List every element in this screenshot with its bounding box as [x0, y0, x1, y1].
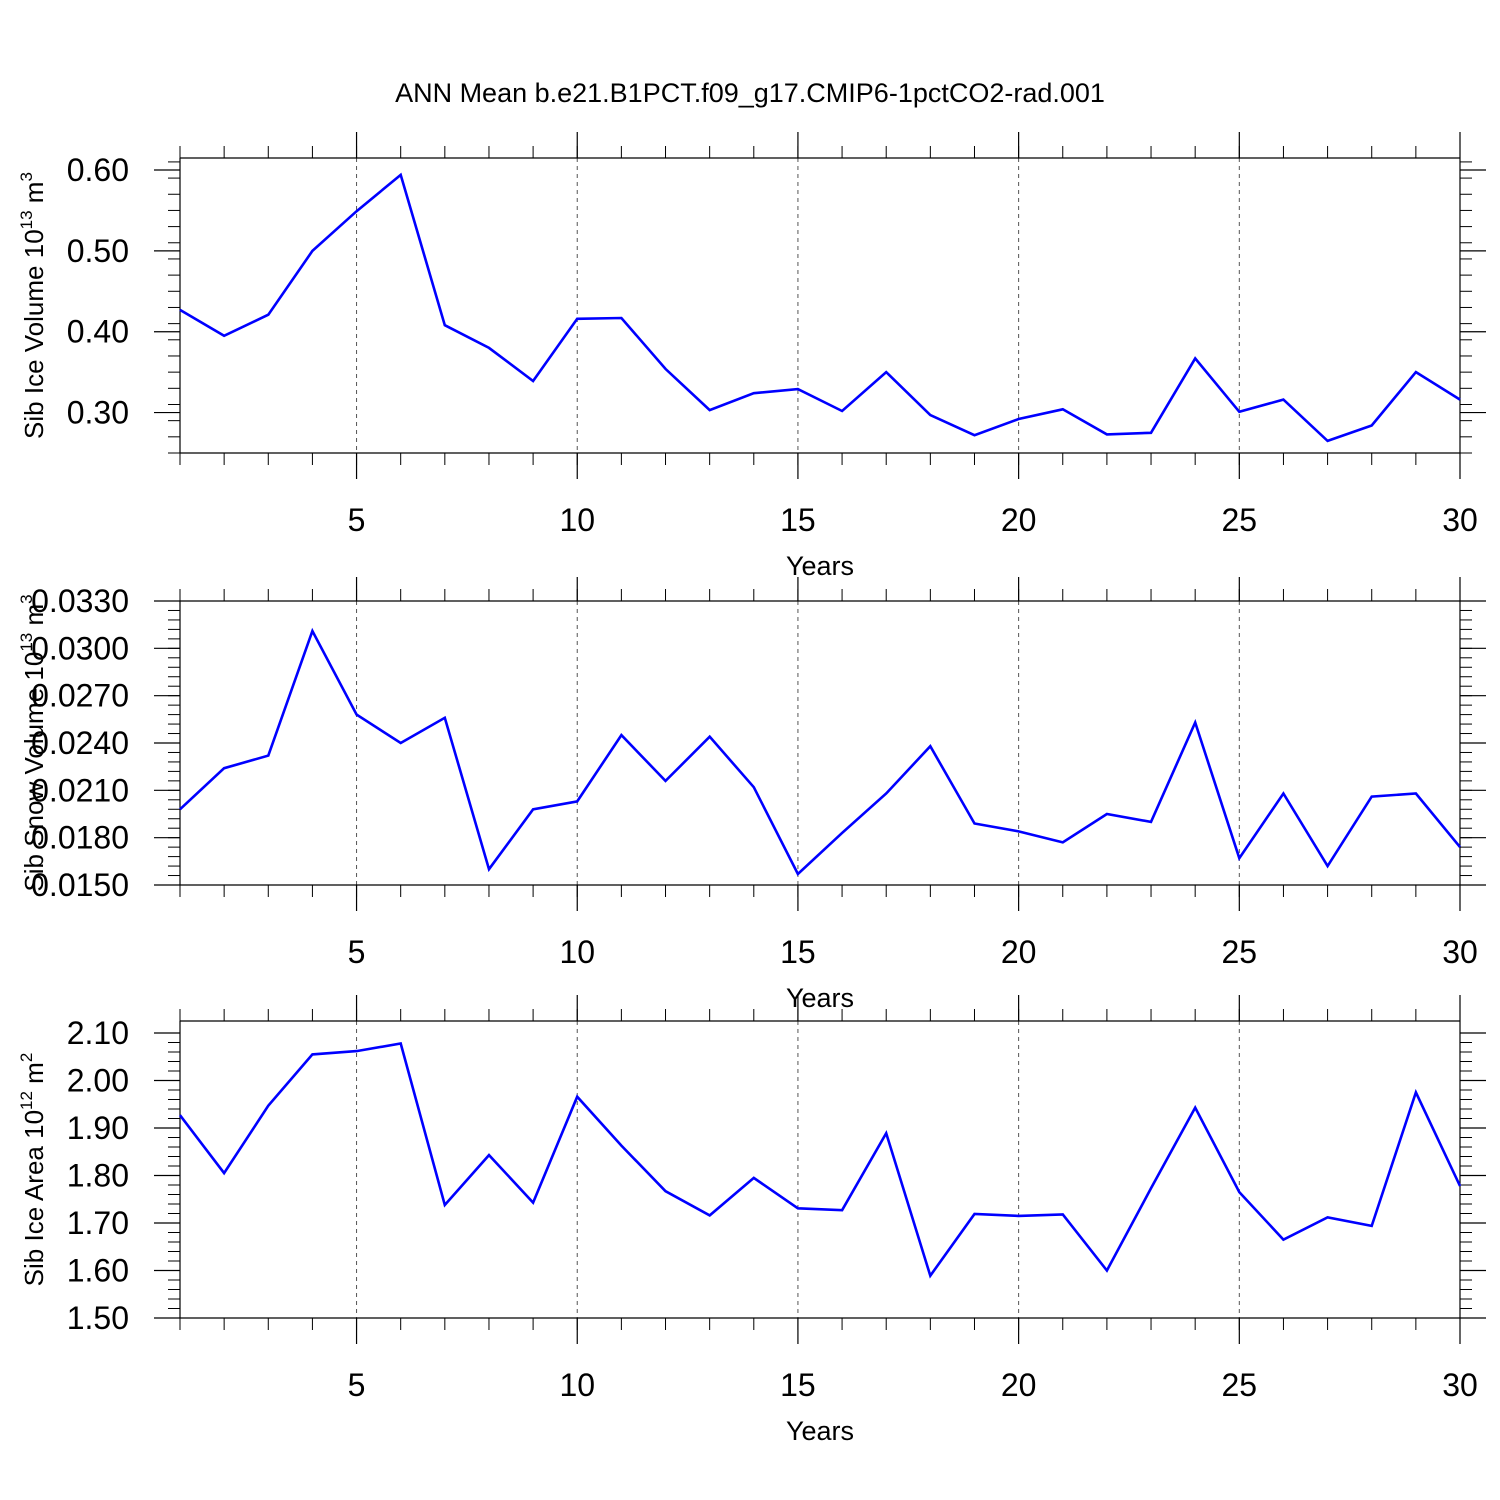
y-tick-label: 2.10 — [67, 1015, 129, 1051]
x-tick-label: 10 — [559, 1367, 595, 1403]
x-tick-label: 5 — [348, 1367, 366, 1403]
y-axis-unit-suffix-exponent: 3 — [17, 594, 36, 603]
y-axis-unit-exponent: 13 — [17, 633, 36, 652]
y-tick-label: 1.60 — [67, 1253, 129, 1289]
y-axis-unit-suffix-exponent: 2 — [17, 1053, 36, 1062]
y-axis-unit-suffix: m — [19, 604, 49, 633]
y-axis-label-text: Sib Ice Volume — [19, 266, 49, 439]
y-axis-unit-exponent: 12 — [17, 1091, 36, 1110]
y-axis-unit-base: 10 — [19, 652, 49, 681]
series-line — [178, 1042, 1462, 1279]
y-axis-unit-exponent: 13 — [17, 210, 36, 229]
y-axis-unit-suffix-exponent: 3 — [17, 172, 36, 181]
y-tick-label: 0.40 — [67, 314, 129, 350]
y-tick-label: 0.0330 — [31, 583, 129, 619]
y-tick-label: 0.0150 — [31, 867, 129, 903]
y-tick-label: 0.30 — [67, 395, 129, 431]
series-line — [179, 172, 1461, 443]
series-line — [179, 627, 1462, 877]
y-tick-label: 1.90 — [67, 1110, 129, 1146]
y-tick-label: 0.0270 — [31, 678, 129, 714]
y-axis-unit-base: 10 — [19, 229, 49, 258]
y-axis-unit-suffix: m — [19, 1062, 49, 1091]
y-tick-label: 0.0300 — [31, 630, 129, 666]
y-tick-label: 0.60 — [67, 152, 129, 188]
x-tick-label: 25 — [1222, 502, 1258, 538]
x-axis-label: Years — [786, 1416, 854, 1446]
y-tick-label: 0.0210 — [31, 772, 129, 808]
y-axis-label-text: Sib Snow Volume — [19, 688, 49, 892]
x-axis-label: Years — [786, 551, 854, 581]
x-tick-label: 30 — [1442, 502, 1478, 538]
x-tick-label: 15 — [780, 502, 816, 538]
figure-title: ANN Mean b.e21.B1PCT.f09_g17.CMIP6-1pctC… — [395, 78, 1105, 108]
x-tick-label: 25 — [1222, 1367, 1258, 1403]
x-axis-label: Years — [786, 983, 854, 1013]
panel-ice-volume: 5 10 15 20 25 30 Years 0.30 0.40 0.50 0.60 Sib Ice … — [17, 132, 1486, 581]
x-tick-label: 20 — [1001, 502, 1037, 538]
y-tick-label: 1.70 — [67, 1205, 129, 1241]
y-axis-label-space — [19, 1139, 49, 1146]
y-axis-label-space — [19, 681, 49, 688]
y-tick-label: 0.0180 — [31, 820, 129, 856]
y-tick-label: 2.00 — [67, 1063, 129, 1099]
x-tick-label: 5 — [348, 502, 366, 538]
y-axis-label-text: Sib Ice Area — [19, 1146, 49, 1287]
y-axis-label: Sib Snow Volume 1013 m3 — [17, 594, 49, 891]
x-tick-label: 10 — [559, 502, 595, 538]
y-tick-label: 1.80 — [67, 1158, 129, 1194]
panel-snow-volume: 5 10 15 20 25 30 Years 0.0150 0.0180 0.0210 0.0240… — [17, 577, 1486, 1013]
x-tick-label: 25 — [1222, 934, 1258, 970]
y-tick-label: 1.50 — [67, 1300, 129, 1336]
x-tick-label: 20 — [1001, 934, 1037, 970]
x-tick-label: 30 — [1442, 934, 1478, 970]
y-axis-label: Sib Ice Area 1012 m2 — [17, 1053, 49, 1287]
x-tick-label: 20 — [1001, 1367, 1037, 1403]
x-tick-label: 10 — [559, 934, 595, 970]
x-tick-label: 15 — [780, 934, 816, 970]
y-axis-unit-suffix: m — [19, 182, 49, 211]
y-tick-label: 0.0240 — [31, 725, 129, 761]
y-axis-label-space — [19, 258, 49, 265]
x-tick-label: 30 — [1442, 1367, 1478, 1403]
x-tick-label: 5 — [348, 934, 366, 970]
x-tick-label: 15 — [780, 1367, 816, 1403]
y-axis-label: Sib Ice Volume 1013 m3 — [17, 172, 49, 439]
panel-ice-area: 5 10 15 20 25 30 Years 1.50 1.60 1.70 1.80 1.90 2.00… — [17, 995, 1486, 1446]
y-tick-label: 0.50 — [67, 233, 129, 269]
y-axis-unit-base: 10 — [19, 1110, 49, 1139]
